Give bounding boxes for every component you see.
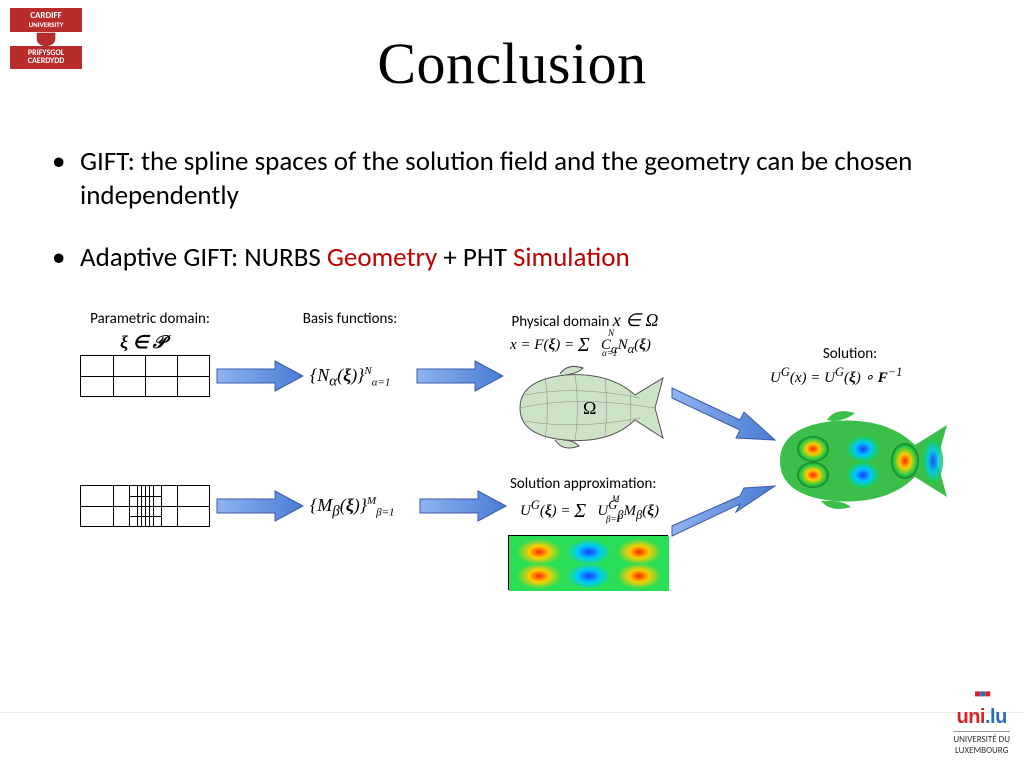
bullet-2-red1: Geometry bbox=[327, 241, 437, 274]
bullet-2-text: Adaptive GIFT: NURBS bbox=[80, 241, 327, 274]
formula-N: {Nα(ξ)}Nα=1 bbox=[310, 365, 390, 391]
cardiff-top: CARDIFF bbox=[30, 10, 62, 21]
arrow-2c bbox=[670, 478, 780, 548]
slide-title: Conclusion bbox=[0, 30, 1024, 97]
label-parametric: Parametric domain: bbox=[70, 310, 230, 328]
heatmap bbox=[508, 535, 668, 590]
bullet-2-red2: Simulation bbox=[513, 241, 630, 274]
svg-text:Ω: Ω bbox=[583, 398, 596, 418]
label-basis: Basis functions: bbox=[280, 310, 420, 328]
fish-solution bbox=[765, 405, 955, 520]
bullet-2: Adaptive GIFT: NURBS Geometry + PHT Simu… bbox=[40, 241, 980, 275]
arrow-1c bbox=[670, 380, 780, 450]
arrow-1b bbox=[415, 358, 505, 394]
unilu-1: uni bbox=[957, 706, 986, 728]
label-solution: Solution: bbox=[790, 345, 910, 363]
refined-grid bbox=[80, 485, 210, 527]
formula-x: x = F(ξ) = ΣNα=1 CαNα(ξ) bbox=[510, 332, 651, 357]
formula-UG-approx: UG(ξ) = ΣMβ=1 UGβMβ(ξ) bbox=[520, 498, 659, 523]
footer-divider bbox=[0, 712, 1024, 713]
arrow-2b bbox=[418, 488, 508, 524]
bullet-1: GIFT: the spline spaces of the solution … bbox=[40, 145, 980, 213]
unilu-line2: LUXEMBOURG bbox=[955, 745, 1008, 756]
formula-xi: ξ ∈ 𝒫 bbox=[120, 332, 166, 353]
bullet-list: GIFT: the spline spaces of the solution … bbox=[40, 145, 980, 302]
bullet-1-prefix: GIFT: bbox=[80, 145, 141, 178]
coarse-grid bbox=[80, 355, 210, 397]
unilu-2: .lu bbox=[985, 706, 1007, 728]
arrow-1a bbox=[215, 358, 305, 394]
unilu-line1: UNIVERSITÉ DU bbox=[953, 734, 1010, 745]
bullet-1-text: the spline spaces of the solution field … bbox=[80, 145, 912, 212]
formula-M: {Mβ(ξ)}Mβ=1 bbox=[310, 495, 395, 521]
arrow-2a bbox=[215, 488, 305, 524]
cardiff-sub: UNIVERSITY bbox=[29, 20, 64, 29]
label-physical: Physical domain x ∈ Ω bbox=[475, 310, 695, 331]
fish-wireframe: Ω bbox=[505, 360, 670, 460]
unilu-dots: ▪▪▪ bbox=[974, 683, 989, 705]
diagram-area: Parametric domain: Basis functions: Phys… bbox=[70, 310, 970, 680]
uni-lu-logo: ▪▪▪ uni.lu UNIVERSITÉ DU LUXEMBOURG bbox=[953, 683, 1010, 756]
formula-UG: UG(x) = UG(ξ) ∘ F−1 bbox=[770, 365, 902, 387]
bullet-2-mid: + PHT bbox=[437, 241, 513, 274]
